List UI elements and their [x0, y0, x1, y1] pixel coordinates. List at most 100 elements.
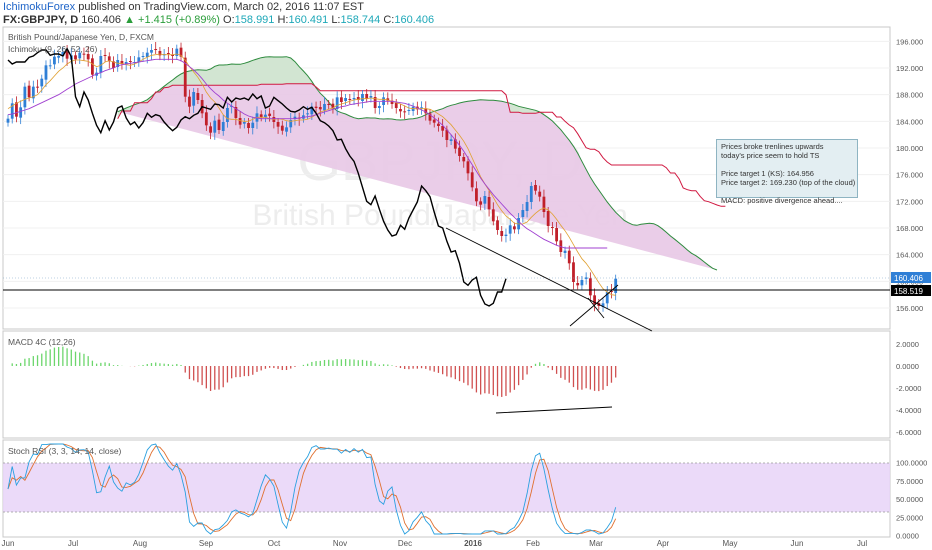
candle-body	[335, 97, 339, 109]
price-change: ▲ +1.415 (+0.89%)	[124, 14, 220, 26]
candle-body	[369, 96, 373, 98]
macd-tick: -4.0000	[896, 406, 921, 415]
rsi-tick: 100.0000	[896, 459, 927, 468]
candle-body	[525, 202, 529, 211]
candle-body	[6, 118, 10, 123]
kijun-sen-line	[7, 58, 608, 249]
candle-body	[584, 277, 588, 279]
candle-body	[285, 127, 288, 132]
time-tick: Oct	[268, 539, 281, 548]
candle-body	[251, 122, 255, 128]
candle-body	[576, 283, 580, 286]
candle-body	[183, 57, 187, 97]
cross-trendline[interactable]	[587, 297, 605, 319]
candle-body	[289, 120, 293, 128]
candle-body	[513, 226, 516, 230]
candle-body	[559, 240, 563, 252]
time-tick: Jul	[68, 539, 78, 548]
symbol-label: FX:GBPJPY, D	[3, 14, 79, 26]
price-tick: 176.000	[896, 171, 923, 180]
candle-body	[339, 97, 343, 102]
candle-body	[213, 120, 217, 133]
main-pane-title: British Pound/Japanese Yen, D, FXCM	[8, 32, 154, 42]
candle-body	[504, 234, 508, 236]
candle-body	[437, 123, 440, 126]
candle-body	[91, 58, 94, 75]
candle-body	[293, 116, 297, 119]
stoch-rsi-d-line	[7, 443, 617, 535]
time-axis: Jun Jul Aug Sep Oct Nov Dec 2016 Feb Mar Apr May Jun…	[2, 539, 868, 548]
candle-body	[264, 114, 267, 118]
candle-body	[217, 119, 221, 130]
price-tick: 172.000	[896, 197, 923, 206]
candle-body	[542, 196, 546, 212]
candle-body	[466, 161, 470, 174]
candle-body	[145, 52, 149, 57]
candle-body	[500, 231, 504, 236]
candle-body	[150, 50, 153, 53]
macd-axis: 2.0000 0.0000 -2.0000 -4.0000 -6.0000	[896, 340, 921, 437]
candle-body	[496, 220, 499, 230]
time-tick: Jun	[2, 539, 15, 548]
tenkan-sen-line	[7, 53, 616, 296]
candle-body	[221, 122, 225, 131]
candle-body	[470, 172, 474, 188]
macd-divergence-line[interactable]	[495, 406, 613, 414]
macd-label[interactable]: MACD 4C (12,26)	[8, 337, 76, 347]
candle-body	[386, 98, 390, 101]
candle-body	[420, 107, 423, 109]
candle-body	[327, 104, 331, 105]
time-tick: May	[722, 539, 737, 548]
candle-body	[572, 262, 575, 282]
rsi-label[interactable]: Stoch RSI (3, 3, 14, 14, close)	[8, 446, 122, 456]
candle-body	[82, 53, 86, 55]
candle-body	[483, 196, 487, 204]
author-link[interactable]: IchimokuForex	[3, 1, 76, 13]
candle-body	[407, 110, 411, 111]
candle-body	[57, 56, 61, 58]
candle-body	[458, 147, 461, 156]
ichimoku-label[interactable]: Ichimoku (9, 26, 52, 26)	[8, 44, 97, 54]
candle-body	[112, 61, 115, 68]
candle-body	[310, 106, 314, 115]
candle-body	[238, 118, 242, 125]
candle-body	[234, 107, 238, 118]
candle-body	[209, 126, 212, 133]
candle-body	[538, 191, 542, 197]
candle-body	[453, 139, 457, 149]
candle-body	[259, 114, 263, 118]
candle-body	[593, 295, 596, 304]
candle-body	[373, 97, 377, 108]
candle-body	[120, 61, 124, 64]
macd-histogram	[11, 346, 617, 397]
candle-body	[124, 62, 128, 64]
time-tick: Jun	[791, 539, 804, 548]
candle-body	[403, 111, 407, 113]
candle-body	[192, 92, 196, 106]
candle-body	[546, 211, 550, 226]
candle-body	[534, 185, 537, 191]
hline-badge: 158.519	[894, 287, 923, 296]
rsi-band	[3, 463, 890, 512]
descending-trendline[interactable]	[445, 227, 653, 332]
candle-body	[344, 98, 347, 101]
candle-body	[137, 57, 141, 62]
candle-body	[196, 93, 200, 100]
time-tick: Dec	[398, 539, 412, 548]
note-line-4: Price target 1 (KS): 164.956	[721, 169, 814, 178]
candle-body	[491, 209, 495, 222]
time-tick: Feb	[526, 539, 540, 548]
rsi-axis: 100.0000 75.0000 50.0000 25.0000 0.0000	[896, 459, 927, 541]
candle-body	[394, 103, 398, 108]
candle-body	[31, 86, 35, 99]
candle-body	[601, 303, 605, 307]
note-line-5: Price target 2: 169.230 (top of the clou…	[721, 178, 856, 187]
low-label: L:	[331, 14, 341, 26]
candle-body	[352, 98, 356, 100]
candle-body	[188, 96, 191, 107]
senkou-span-b-line	[117, 83, 726, 207]
candle-body	[475, 188, 478, 202]
annotation-box[interactable]: Prices broke trenlines upwards today's p…	[716, 139, 858, 205]
candle-body	[377, 106, 381, 108]
